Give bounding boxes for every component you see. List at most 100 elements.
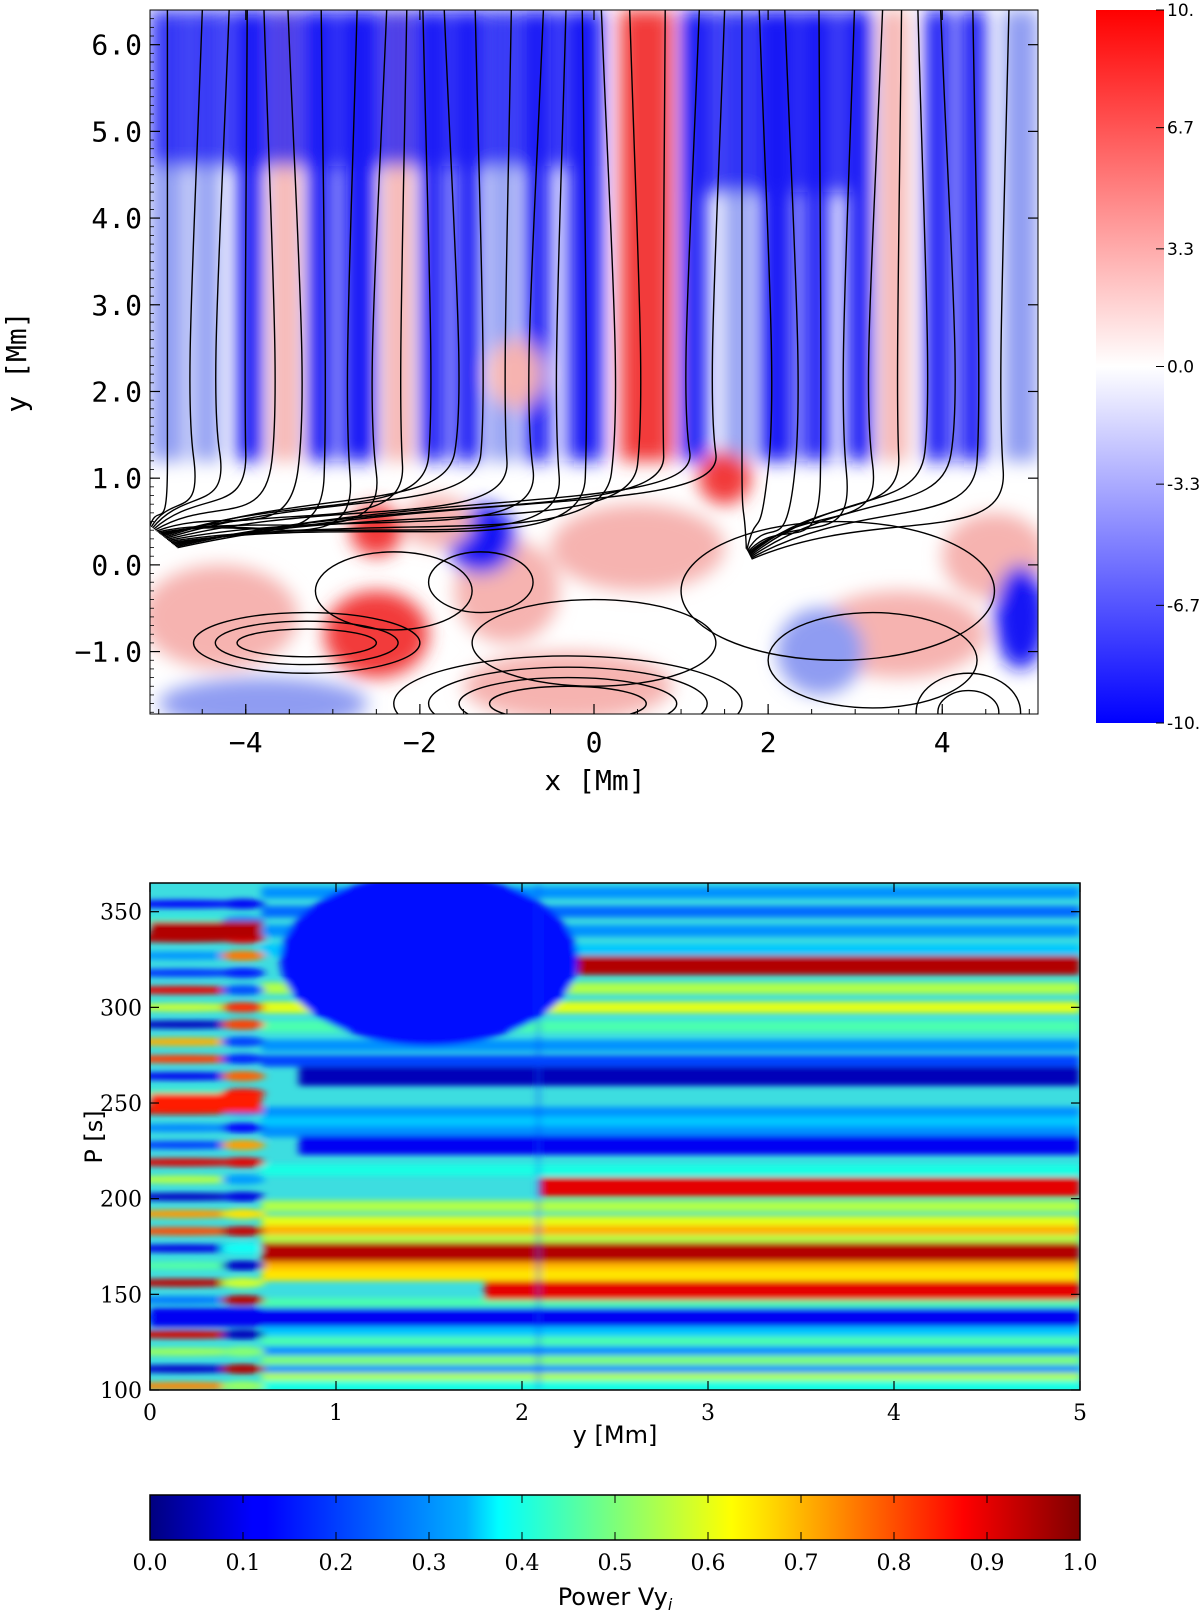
x-tick-label: 2 bbox=[760, 726, 777, 759]
field-line bbox=[152, 10, 230, 529]
field-line-loop bbox=[937, 689, 1000, 714]
power-cell bbox=[220, 1243, 266, 1254]
power-band bbox=[261, 1372, 1080, 1385]
field-line-loop bbox=[214, 620, 399, 666]
high-power-band bbox=[150, 921, 262, 941]
top-x-axis-label: x [Mm] bbox=[544, 764, 645, 797]
colorbar-tick-label: 6.7 bbox=[1167, 119, 1194, 139]
high-power-band bbox=[577, 955, 1080, 975]
field-line-loop bbox=[488, 685, 647, 714]
power-band bbox=[261, 1298, 1080, 1310]
field-line bbox=[177, 10, 726, 549]
power-cell bbox=[220, 1381, 266, 1390]
bottom-plot-frame bbox=[149, 882, 1081, 1391]
bottom-colorbar-label: Power Vyi bbox=[558, 1583, 673, 1611]
y-tick-label: −1.0 bbox=[75, 636, 142, 669]
power-cell bbox=[220, 1346, 266, 1357]
field-line bbox=[747, 10, 856, 554]
field-line bbox=[166, 10, 513, 541]
colorbar-tick-label: 0.6 bbox=[691, 1551, 726, 1576]
field-line bbox=[164, 10, 460, 538]
colorbar-tick-label: 0.2 bbox=[319, 1551, 354, 1576]
field-lines bbox=[150, 10, 1022, 714]
colorbar-tick-label: 0.9 bbox=[970, 1551, 1005, 1576]
power-band bbox=[261, 1106, 1080, 1119]
power-cell bbox=[220, 1260, 266, 1271]
power-band bbox=[261, 1215, 1080, 1228]
field-line bbox=[150, 10, 204, 528]
power-band bbox=[261, 1116, 1080, 1128]
power-cell bbox=[220, 1036, 266, 1047]
field-line bbox=[749, 10, 929, 557]
x-tick-label: 3 bbox=[701, 1401, 715, 1426]
power-band bbox=[261, 1326, 1080, 1339]
field-line bbox=[746, 10, 773, 550]
field-line-loop bbox=[680, 520, 996, 661]
field-line bbox=[153, 10, 248, 530]
x-tick-label: 2 bbox=[515, 1401, 529, 1426]
field-line bbox=[161, 10, 408, 536]
velocity-blob bbox=[994, 564, 1038, 669]
vertical-feature bbox=[536, 883, 540, 1390]
field-line-loop bbox=[192, 611, 421, 674]
power-band bbox=[261, 1259, 1080, 1272]
bottom-y-axis-label: P [s] bbox=[80, 1110, 108, 1163]
x-tick-label: 4 bbox=[887, 1401, 901, 1426]
field-line bbox=[750, 10, 956, 558]
y-tick-label: 6.0 bbox=[91, 29, 142, 62]
velocity-region bbox=[150, 10, 603, 167]
top-colorbar bbox=[1096, 10, 1164, 723]
power-cell bbox=[220, 1191, 266, 1202]
power-cell bbox=[220, 1277, 266, 1288]
power-band bbox=[261, 905, 1080, 918]
field-line bbox=[173, 10, 642, 546]
bottom-x-axis-label: y [Mm] bbox=[573, 1421, 658, 1449]
x-tick-label: 5 bbox=[1073, 1401, 1087, 1426]
power-band bbox=[261, 1345, 1080, 1358]
power-cell bbox=[220, 1226, 266, 1237]
colorbar-tick-label: 3.3 bbox=[1167, 240, 1194, 260]
colorbar-tick-label: 0.3 bbox=[412, 1551, 447, 1576]
power-cell bbox=[220, 1019, 266, 1030]
power-band bbox=[261, 1001, 1080, 1014]
velocity-blob bbox=[698, 452, 751, 505]
power-cell bbox=[220, 1140, 266, 1151]
field-line bbox=[158, 10, 358, 534]
y-tick-label: 2.0 bbox=[91, 375, 142, 408]
top-y-axis: −1.0 0.0 1.0 2.0 3.0 4.0 5.0 6.0 bbox=[75, 9, 1038, 713]
power-cell bbox=[220, 1295, 266, 1306]
x-tick-label: 1 bbox=[329, 1401, 343, 1426]
top-x-axis: −4 −2 0 2 4 bbox=[158, 10, 1030, 759]
power-bands bbox=[150, 883, 1080, 1390]
colorbar-tick-label: 0.4 bbox=[505, 1551, 540, 1576]
velocity-blob bbox=[150, 564, 298, 669]
y-tick-label: 3.0 bbox=[91, 289, 142, 322]
power-band bbox=[261, 1235, 1080, 1247]
low-power-region bbox=[280, 883, 578, 1046]
bottom-x-axis: 0 1 2 3 4 5 bbox=[143, 883, 1087, 1426]
field-line bbox=[174, 10, 666, 547]
x-tick-label: −2 bbox=[403, 726, 437, 759]
top-y-axis-label: y [Mm] bbox=[0, 311, 33, 412]
x-tick-label: 0 bbox=[586, 726, 603, 759]
power-band bbox=[261, 1269, 1080, 1281]
power-band bbox=[261, 1365, 1080, 1377]
field-line bbox=[156, 10, 303, 532]
field-line bbox=[150, 10, 169, 527]
field-line-loop bbox=[915, 672, 1022, 714]
colorbar-tick-label: 0.7 bbox=[784, 1551, 819, 1576]
power-cell bbox=[220, 1157, 266, 1168]
field-line bbox=[751, 10, 1010, 560]
low-power-band bbox=[150, 1307, 1080, 1327]
velocity-blob bbox=[550, 504, 725, 591]
field-line bbox=[154, 10, 276, 531]
field-line bbox=[157, 10, 327, 533]
y-tick-label: 250 bbox=[100, 1092, 142, 1117]
field-line bbox=[162, 10, 432, 537]
field-line bbox=[747, 10, 822, 553]
field-line bbox=[748, 10, 884, 555]
power-band bbox=[261, 886, 1080, 899]
power-band bbox=[261, 1164, 1080, 1176]
velocity-blob bbox=[463, 651, 673, 714]
field-line-loop bbox=[427, 551, 534, 614]
